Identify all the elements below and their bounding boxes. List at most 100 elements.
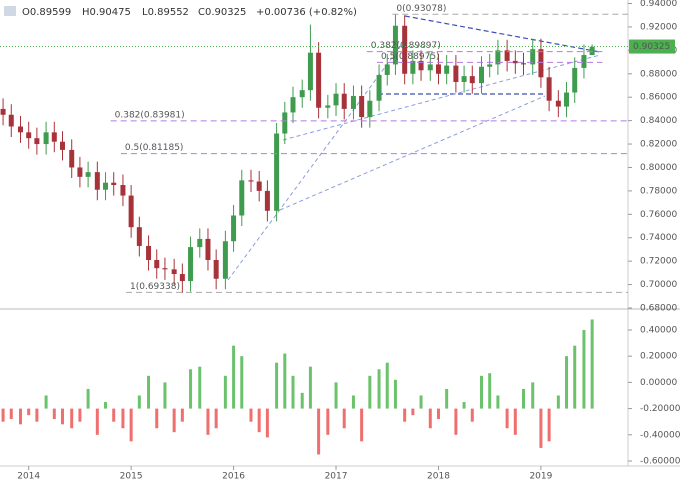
histogram-bar xyxy=(488,373,492,409)
histogram-bar xyxy=(317,408,321,455)
histogram-bar xyxy=(214,408,218,429)
candle-body xyxy=(120,185,126,196)
histogram-bar xyxy=(163,382,167,409)
candle-body xyxy=(384,64,390,75)
candle-body xyxy=(410,60,416,74)
candle-body xyxy=(103,182,109,190)
candle-body xyxy=(213,259,219,279)
candle-body xyxy=(333,93,339,106)
close-value: C0.90325 xyxy=(198,7,246,18)
y-tick-label: 0.74000 xyxy=(640,233,677,243)
histogram-bar xyxy=(27,408,31,416)
candle-body xyxy=(316,52,322,108)
candle-body xyxy=(94,172,100,190)
histogram-bar xyxy=(180,408,184,422)
histogram-bar xyxy=(428,408,432,429)
histogram-bar xyxy=(95,408,99,435)
histogram-bar xyxy=(147,375,151,409)
histogram-bar xyxy=(137,395,141,409)
histogram-bar xyxy=(223,375,227,409)
candle-body xyxy=(581,55,587,68)
candle-body xyxy=(546,77,552,101)
candle-body xyxy=(85,172,91,177)
y-tick-label: 0.70000 xyxy=(640,280,677,290)
histogram-bar xyxy=(505,408,509,429)
y-tick-label: 0.68000 xyxy=(640,304,677,314)
candle-body xyxy=(77,167,83,177)
histogram-bar xyxy=(300,392,304,409)
histogram-bar xyxy=(496,395,500,409)
high-value: H0.90475 xyxy=(82,7,131,18)
candle-body xyxy=(555,100,561,107)
candle-body xyxy=(402,25,408,74)
candle-body xyxy=(572,67,578,93)
candle-body xyxy=(418,60,424,71)
histogram-bar xyxy=(480,375,484,409)
y-tick-label: 0.84000 xyxy=(640,116,677,126)
x-tick-label: 2016 xyxy=(222,472,245,482)
histogram-bar xyxy=(531,382,535,409)
histogram-bar xyxy=(189,369,193,409)
histogram-bar xyxy=(556,395,560,409)
candle-body xyxy=(359,96,365,118)
candle-body xyxy=(231,215,237,242)
fib-label: 0(0.93078) xyxy=(396,4,446,14)
candle-body xyxy=(239,180,245,216)
histogram-bar xyxy=(52,408,56,420)
y-tick-label: 0.00000 xyxy=(640,378,677,388)
histogram-bar xyxy=(368,375,372,409)
x-tick-label: 2015 xyxy=(120,472,143,482)
y-tick-label: 0.76000 xyxy=(640,210,677,220)
x-tick-label: 2019 xyxy=(529,472,552,482)
candle-body xyxy=(256,181,262,191)
candle-body xyxy=(392,25,398,65)
histogram-bar xyxy=(419,395,423,409)
candle-body xyxy=(461,76,467,82)
candle-body xyxy=(282,112,288,134)
candle-body xyxy=(479,66,485,84)
y-tick-label: 0.72000 xyxy=(640,257,677,267)
candle-body xyxy=(307,52,313,91)
candle-body xyxy=(222,241,228,279)
histogram-bar xyxy=(240,356,244,409)
candle-body xyxy=(427,64,433,71)
candle-body xyxy=(69,149,75,168)
histogram-bar xyxy=(60,408,64,425)
x-tick-label: 2017 xyxy=(325,472,348,482)
histogram-bar xyxy=(9,408,13,420)
candle-body xyxy=(136,227,142,246)
histogram-bar xyxy=(565,356,569,409)
candle-body xyxy=(453,65,459,82)
y-tick-label: 0.92000 xyxy=(640,22,677,32)
trend-lines xyxy=(378,15,601,95)
x-tick-label: 2014 xyxy=(17,472,40,482)
candle-body xyxy=(162,268,168,270)
candle-body xyxy=(341,93,347,109)
histogram-bar xyxy=(275,362,279,409)
histogram-bar xyxy=(104,402,108,409)
histogram-bar xyxy=(249,408,253,422)
candle-body xyxy=(299,90,305,98)
histogram-bar xyxy=(445,388,449,409)
fib-label: 1(0.69338) xyxy=(130,282,180,292)
histogram-bar xyxy=(1,408,5,422)
candle-body xyxy=(205,238,211,260)
histogram-bar xyxy=(291,375,295,409)
histogram-bar xyxy=(172,408,176,433)
candle-body xyxy=(248,180,254,182)
candle-body xyxy=(17,126,23,133)
histogram-bar xyxy=(121,408,125,429)
candle-body xyxy=(469,76,475,84)
histogram-bar xyxy=(573,345,577,409)
candle-body xyxy=(350,96,356,109)
histogram-bar xyxy=(232,345,236,409)
histogram-bar xyxy=(403,408,407,422)
candle-body xyxy=(34,138,40,145)
histogram-bar xyxy=(35,408,39,422)
histogram-bar xyxy=(462,402,466,409)
histogram-bar xyxy=(206,408,210,435)
histogram-bar xyxy=(129,408,133,442)
candle-body xyxy=(128,195,134,228)
candle-body xyxy=(171,269,177,275)
